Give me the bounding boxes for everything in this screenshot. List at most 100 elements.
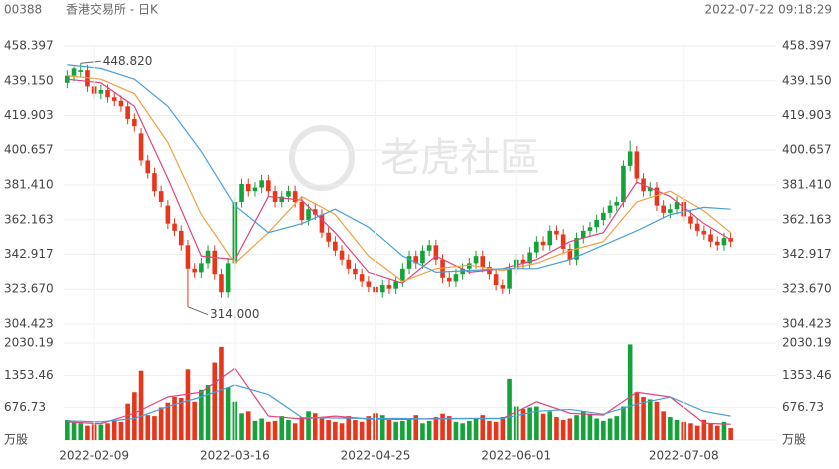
- volume-bar: [587, 413, 593, 440]
- candle-body: [668, 209, 673, 213]
- moving-average: [67, 367, 731, 425]
- candle-body: [580, 230, 586, 239]
- volume-bar: [199, 389, 204, 440]
- candle-body: [339, 250, 345, 260]
- candle-body: [634, 151, 640, 179]
- volume-bar: [212, 362, 218, 440]
- volume-bar: [78, 423, 84, 440]
- volume-bar: [487, 420, 492, 440]
- volume-bar: [359, 421, 365, 440]
- volume-bar: [554, 417, 559, 440]
- volume-bar: [420, 423, 425, 440]
- candle-body: [219, 274, 224, 293]
- candle-body: [567, 248, 573, 260]
- volume-bar: [661, 411, 666, 440]
- volume-bar: [185, 369, 191, 440]
- stock-name: 香港交易所 - 日K: [66, 2, 159, 17]
- y-tick-label-right: 439.150: [782, 73, 832, 87]
- candle-body: [225, 263, 231, 293]
- volume-bar: [158, 407, 164, 440]
- volume-bar: [366, 416, 372, 440]
- volume-bar: [312, 413, 318, 440]
- watermark: 老虎社區: [380, 135, 540, 181]
- volume-bar: [567, 418, 573, 440]
- candle-body: [346, 259, 352, 269]
- candle-body: [547, 230, 553, 246]
- volume-bar: [433, 417, 439, 440]
- candle-body: [212, 250, 218, 275]
- volume-bar: [165, 402, 171, 440]
- candle-body: [239, 183, 244, 202]
- candle-body: [420, 250, 425, 264]
- candle-body: [493, 274, 499, 286]
- y-tick-label-right: 304.423: [782, 317, 832, 331]
- candle-body: [192, 268, 197, 273]
- candle-body: [138, 133, 144, 161]
- candle-body: [446, 277, 452, 282]
- candle-body: [467, 263, 472, 269]
- volume-bar: [674, 419, 680, 440]
- volume-bar: [601, 420, 606, 440]
- volume-bar: [393, 421, 398, 440]
- volume-bar: [125, 403, 130, 440]
- candle-body: [400, 268, 405, 282]
- candle-body: [701, 230, 707, 235]
- volume-bar: [85, 425, 90, 440]
- volume-bar: [245, 411, 251, 440]
- candle-body: [333, 241, 338, 251]
- volume-bar: [493, 421, 499, 440]
- volume-bar: [353, 419, 358, 440]
- candle-body: [111, 97, 117, 101]
- volume-bar: [473, 418, 479, 440]
- y-tick-label-left: 381.410: [4, 178, 54, 192]
- volume-bar: [225, 387, 231, 440]
- timestamp: 2022-07-22 09:18:29: [705, 3, 832, 17]
- volume-bar: [540, 413, 546, 440]
- candle-body: [688, 216, 693, 224]
- moving-average: [67, 78, 731, 284]
- volume-bar: [71, 421, 77, 440]
- x-tick-label: 2022-06-01: [481, 449, 551, 463]
- x-tick-label: 2022-04-25: [341, 449, 411, 463]
- y-tick-label-left: 342.917: [4, 247, 54, 261]
- candle-body: [694, 223, 700, 231]
- candle-body: [721, 238, 727, 246]
- volume-bar: [607, 418, 613, 440]
- candle-body: [319, 214, 325, 233]
- volume-bar: [138, 370, 144, 440]
- candle-body: [326, 232, 331, 242]
- candle-body: [527, 252, 532, 264]
- candle-body: [158, 191, 164, 202]
- volume-bar: [527, 407, 532, 440]
- candle-body: [554, 230, 559, 235]
- y-tick-label-right: 419.903: [782, 108, 832, 122]
- annotation-label: 448.820: [103, 54, 153, 68]
- y-tick-label-right: 362.163: [782, 212, 832, 226]
- candle-body: [266, 180, 271, 192]
- candle-body: [386, 285, 392, 289]
- volume-bar: [668, 417, 673, 440]
- volume-bar: [172, 396, 177, 440]
- volume-bar: [333, 421, 338, 440]
- y-tick-label-left: 458.397: [4, 39, 54, 53]
- candle-body: [366, 281, 372, 287]
- volume-bar: [641, 396, 646, 440]
- volume-bar: [118, 421, 124, 440]
- volume-bar: [708, 423, 713, 440]
- volume-bar: [426, 420, 432, 440]
- y-tick-label-left: 676.73: [4, 400, 46, 414]
- volume-bar: [145, 415, 151, 440]
- candle-body: [185, 245, 191, 269]
- candle-body: [594, 220, 599, 228]
- candle-body: [426, 245, 432, 251]
- candle-body: [98, 90, 104, 94]
- candle-body: [359, 274, 365, 282]
- moving-average: [67, 384, 731, 423]
- watermark-logo: [289, 125, 355, 191]
- candle-body: [252, 187, 258, 192]
- candle-body: [674, 201, 680, 210]
- y-tick-label-left: 439.150: [4, 73, 54, 87]
- volume-bar: [65, 419, 70, 440]
- volume-bar: [547, 411, 553, 440]
